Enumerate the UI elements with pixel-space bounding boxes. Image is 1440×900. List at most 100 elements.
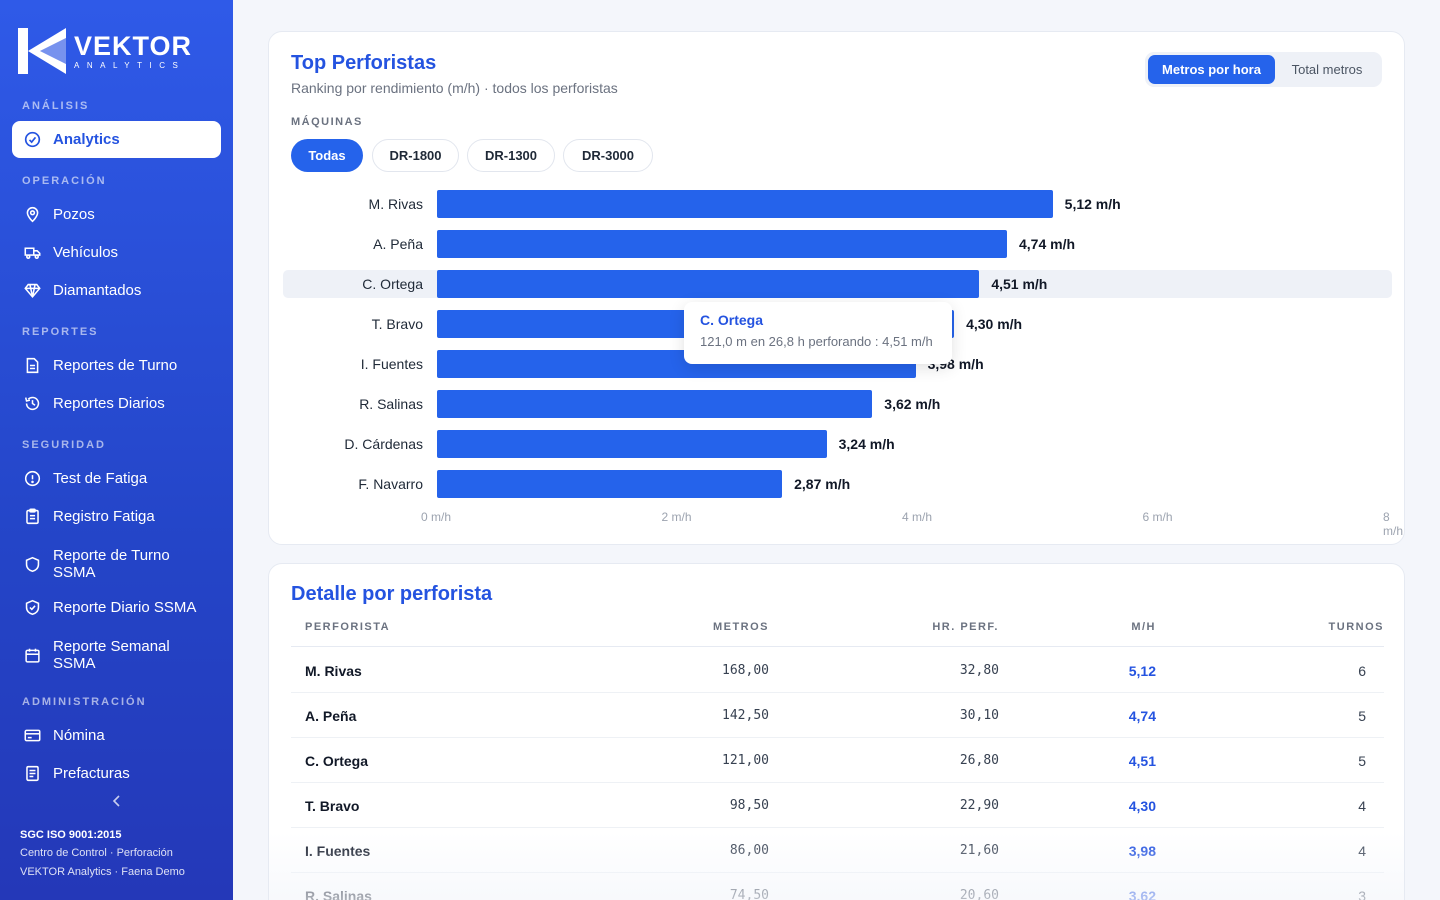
chip-dr-3000[interactable]: DR-3000 — [563, 139, 653, 172]
x-tick-label: 6 m/h — [1142, 510, 1173, 524]
nav-label: Reporte Semanal SSMA — [53, 638, 170, 672]
table-row[interactable]: A. Peña 142,50 30,10 4,74 5 — [291, 693, 1384, 738]
section-reportes: REPORTES — [22, 326, 99, 338]
nav-reportes-turno[interactable]: Reportes de Turno — [12, 347, 221, 384]
cell-perforista: T. Bravo — [305, 798, 360, 814]
bar-label: T. Bravo — [371, 316, 423, 332]
nav-reporte-semanal-ssma[interactable]: Reporte Semanal SSMA — [12, 635, 221, 675]
bar-label: M. Rivas — [368, 196, 423, 212]
cell-mh: 4,51 — [1128, 753, 1156, 769]
shield-icon — [24, 556, 41, 573]
bar[interactable] — [437, 390, 873, 418]
bar-value-label: 2,87 m/h — [794, 476, 851, 492]
brand-logo[interactable]: VEKTOR ANALYTICS — [18, 28, 192, 74]
chart-tooltip: C. Ortega 121,0 m en 26,8 h perforando :… — [684, 302, 952, 364]
nav-label: Pozos — [53, 206, 95, 223]
brand-name: VEKTOR — [74, 30, 193, 61]
x-tick-label: 2 m/h — [661, 510, 692, 524]
nav-registro-fatiga[interactable]: Registro Fatiga — [12, 498, 221, 535]
nav-analytics[interactable]: Analytics — [12, 121, 221, 158]
machines-label: MÁQUINAS — [291, 116, 363, 128]
table-row[interactable]: T. Bravo 98,50 22,90 4,30 4 — [291, 783, 1384, 828]
cell-perforista: C. Ortega — [305, 753, 369, 769]
nav-label: Vehículos — [53, 244, 119, 261]
top-title: Top Perforistas — [291, 52, 437, 74]
cell-perforista: M. Rivas — [305, 663, 362, 679]
nav-prefacturas[interactable]: Prefacturas — [12, 755, 221, 792]
bar-value-label: 5,12 m/h — [1064, 196, 1121, 212]
nav-label: Nómina — [53, 727, 105, 744]
bar[interactable] — [437, 230, 1007, 258]
diamond-icon — [24, 282, 41, 299]
nav-vehiculos[interactable]: Vehículos — [12, 234, 221, 271]
x-tick-label: 4 m/h — [902, 510, 933, 524]
chip-dr-1800[interactable]: DR-1800 — [372, 139, 459, 172]
footer-iso: SGC ISO 9001:2015 — [20, 829, 122, 841]
bar-label: R. Salinas — [359, 396, 423, 412]
th-metros: METROS — [712, 621, 769, 633]
bar-label: D. Cárdenas — [344, 436, 423, 452]
map-pin-icon — [24, 206, 41, 223]
brand-sub: ANALYTICS — [74, 60, 186, 70]
cell-hr-perf: 22,90 — [959, 798, 999, 813]
chip-dr-1300[interactable]: DR-1300 — [467, 139, 555, 172]
bar[interactable] — [437, 470, 783, 498]
th-perforista: PERFORISTA — [305, 621, 391, 633]
nav-test-fatiga[interactable]: Test de Fatiga — [12, 460, 221, 497]
nav-reporte-diario-ssma[interactable]: Reporte Diario SSMA — [12, 589, 221, 626]
card-icon — [24, 727, 41, 744]
section-seguridad: SEGURIDAD — [22, 439, 107, 451]
th-mh: M/H — [1131, 621, 1156, 633]
cell-perforista: A. Peña — [305, 708, 357, 724]
section-admin: ADMINISTRACIÓN — [22, 696, 147, 708]
history-icon — [24, 395, 41, 412]
nav-label: Prefacturas — [53, 765, 130, 782]
document-icon — [24, 357, 41, 374]
bar-value-label: 3,24 m/h — [838, 436, 895, 452]
calendar-icon — [24, 647, 41, 664]
th-turnos: TURNOS — [1328, 621, 1384, 633]
cell-turnos: 5 — [1358, 708, 1366, 724]
vektor-logo-icon — [18, 28, 66, 74]
nav-reportes-diarios[interactable]: Reportes Diarios — [12, 385, 221, 422]
nav-pozos[interactable]: Pozos — [12, 196, 221, 233]
bar[interactable] — [437, 430, 827, 458]
bar-value-label: 4,30 m/h — [966, 316, 1023, 332]
toggle-metros-hora[interactable]: Metros por hora — [1148, 55, 1275, 84]
cell-metros: 98,50 — [729, 798, 769, 813]
nav-diamantados[interactable]: Diamantados — [12, 272, 221, 309]
scroll-fade — [269, 832, 1404, 900]
sidebar: VEKTOR ANALYTICS ANÁLISIS Analytics OPER… — [0, 0, 233, 900]
invoice-icon — [24, 765, 41, 782]
th-hr-perf: HR. PERF. — [932, 621, 999, 633]
nav-reporte-turno-ssma[interactable]: Reporte de Turno SSMA — [12, 544, 221, 584]
cell-mh: 4,74 — [1128, 708, 1156, 724]
x-tick-label: 0 m/h — [421, 510, 452, 524]
bar-label: A. Peña — [373, 236, 423, 252]
top-perforistas-card: Top Perforistas Ranking por rendimiento … — [268, 31, 1405, 545]
cell-turnos: 4 — [1358, 798, 1366, 814]
nav-label: Test de Fatiga — [53, 470, 148, 487]
chevron-left-icon — [112, 795, 120, 807]
cell-metros: 168,00 — [722, 663, 769, 678]
bar[interactable] — [437, 270, 980, 298]
truck-icon — [24, 244, 41, 261]
bar[interactable] — [437, 190, 1053, 218]
nav-label: Reportes de Turno — [53, 357, 178, 374]
nav-label: Reporte Diario SSMA — [53, 599, 197, 616]
footer-faena: VEKTOR Analytics · Faena Demo — [20, 866, 185, 878]
shield-check-icon — [24, 599, 41, 616]
tooltip-text: 121,0 m en 26,8 h perforando : 4,51 m/h — [700, 334, 933, 349]
cell-metros: 121,00 — [722, 753, 769, 768]
section-operacion: OPERACIÓN — [22, 175, 107, 187]
bar-value-label: 4,51 m/h — [991, 276, 1048, 292]
toggle-total-metros[interactable]: Total metros — [1291, 62, 1363, 77]
collapse-sidebar-button[interactable] — [110, 794, 124, 810]
cell-hr-perf: 32,80 — [959, 663, 999, 678]
nav-nomina[interactable]: Nómina — [12, 717, 221, 754]
nav-label: Registro Fatiga — [53, 508, 155, 525]
table-row[interactable]: C. Ortega 121,00 26,80 4,51 5 — [291, 738, 1384, 783]
bar-label: F. Navarro — [358, 476, 423, 492]
chip-todas[interactable]: Todas — [291, 139, 363, 172]
table-row[interactable]: M. Rivas 168,00 32,80 5,12 6 — [291, 648, 1384, 693]
